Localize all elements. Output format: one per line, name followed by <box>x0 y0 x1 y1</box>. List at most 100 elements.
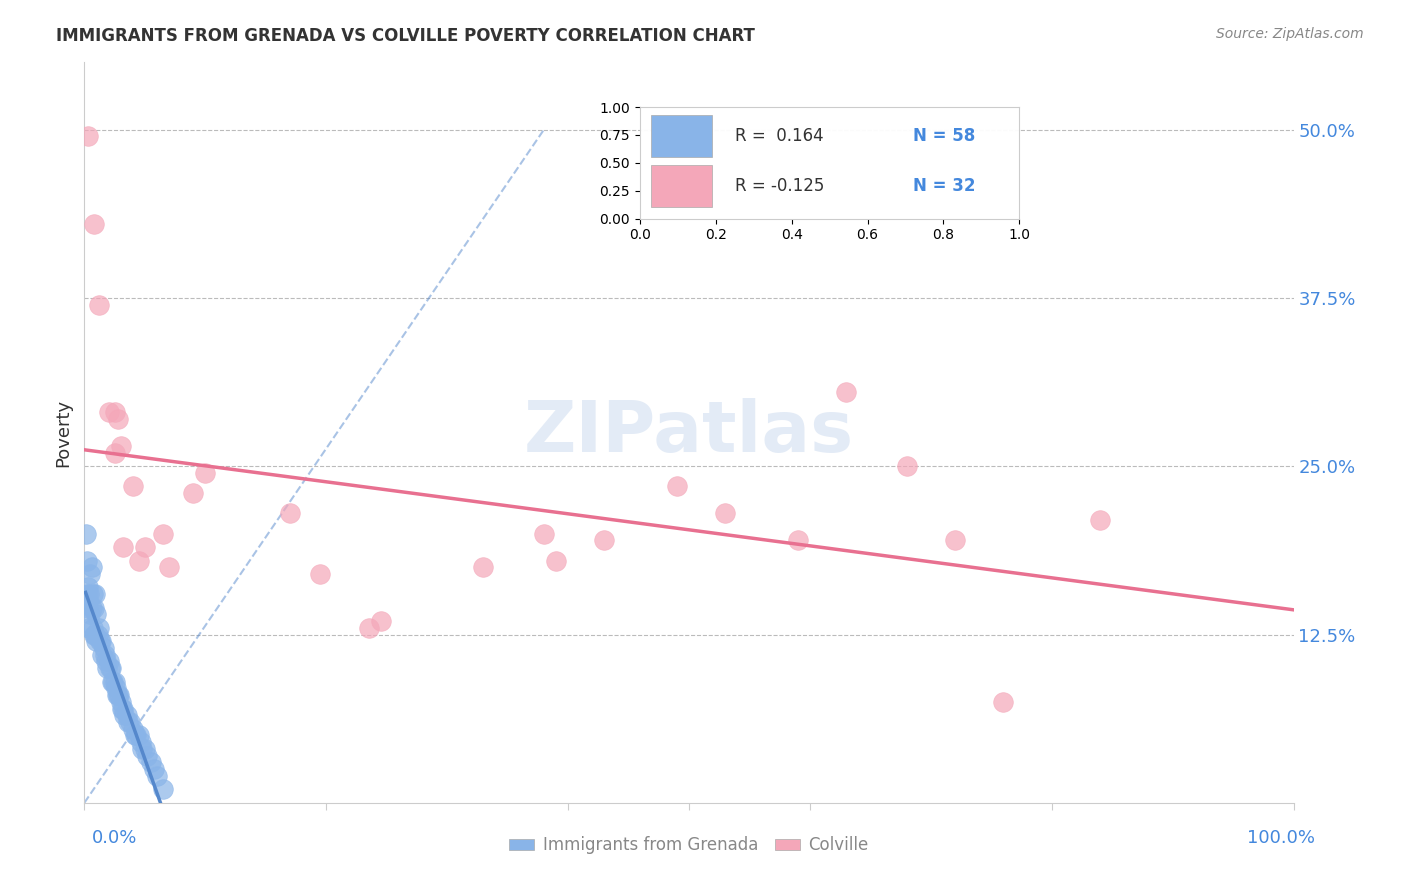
Point <box>309 566 332 581</box>
Point <box>93 640 115 655</box>
Point <box>136 748 159 763</box>
Point <box>115 708 138 723</box>
Point <box>143 762 166 776</box>
Point <box>194 466 217 480</box>
Point <box>107 412 129 426</box>
Legend: Immigrants from Grenada, Colville: Immigrants from Grenada, Colville <box>503 830 875 861</box>
Point <box>96 661 118 675</box>
Y-axis label: Poverty: Poverty <box>55 399 73 467</box>
Point <box>993 695 1015 709</box>
Text: 0.0%: 0.0% <box>91 829 136 847</box>
Point <box>76 587 98 601</box>
Point <box>1088 513 1111 527</box>
Text: IMMIGRANTS FROM GRENADA VS COLVILLE POVERTY CORRELATION CHART: IMMIGRANTS FROM GRENADA VS COLVILLE POVE… <box>56 27 755 45</box>
Point <box>134 540 156 554</box>
Point <box>278 507 301 521</box>
Point <box>357 621 380 635</box>
Point <box>80 600 103 615</box>
Point <box>533 526 555 541</box>
Point <box>370 614 392 628</box>
Point <box>472 560 495 574</box>
Point <box>121 722 143 736</box>
Point <box>86 607 108 622</box>
Point <box>83 217 105 231</box>
Text: N = 58: N = 58 <box>912 127 976 145</box>
Point <box>120 714 142 729</box>
Point <box>104 446 127 460</box>
Point <box>943 533 966 548</box>
Point <box>77 129 100 144</box>
Point <box>110 439 132 453</box>
Point <box>835 385 858 400</box>
Point <box>110 695 132 709</box>
Text: ZIPatlas: ZIPatlas <box>524 398 853 467</box>
Point <box>104 405 127 419</box>
Point <box>101 674 124 689</box>
Point <box>83 600 105 615</box>
Text: 100.0%: 100.0% <box>1247 829 1315 847</box>
Point <box>84 587 107 601</box>
Point <box>94 655 117 669</box>
Point <box>86 634 108 648</box>
Point <box>90 634 112 648</box>
Point <box>112 540 135 554</box>
Point <box>544 553 567 567</box>
Point <box>77 587 100 601</box>
Point <box>593 533 616 548</box>
Point <box>117 714 139 729</box>
Point <box>128 729 150 743</box>
Text: N = 32: N = 32 <box>912 178 976 195</box>
Point <box>82 621 104 635</box>
Point <box>87 298 110 312</box>
Point <box>157 560 180 574</box>
Point <box>146 769 169 783</box>
Point <box>77 621 100 635</box>
Point <box>105 688 128 702</box>
Point <box>111 701 134 715</box>
Point <box>89 634 111 648</box>
Point <box>77 594 100 608</box>
Point <box>152 526 174 541</box>
Point <box>94 648 117 662</box>
Text: R =  0.164: R = 0.164 <box>734 127 824 145</box>
Point <box>77 581 100 595</box>
Point <box>112 701 135 715</box>
Point <box>896 459 918 474</box>
Point <box>181 486 204 500</box>
Point <box>125 729 148 743</box>
Point <box>98 661 121 675</box>
Point <box>129 735 152 749</box>
Point <box>97 655 120 669</box>
Point <box>79 566 101 581</box>
Point <box>139 756 162 770</box>
Point <box>665 479 688 493</box>
Point <box>91 648 114 662</box>
Point <box>108 688 131 702</box>
Point <box>86 627 108 641</box>
Bar <box>651 115 711 157</box>
Point <box>80 560 103 574</box>
Point <box>107 688 129 702</box>
Point <box>75 526 97 541</box>
Bar <box>651 165 711 208</box>
Text: R = -0.125: R = -0.125 <box>734 178 824 195</box>
Point <box>103 674 125 689</box>
Point <box>124 729 146 743</box>
Point <box>104 674 127 689</box>
Point <box>79 607 101 622</box>
Point <box>97 405 120 419</box>
Point <box>82 587 104 601</box>
Point <box>100 661 122 675</box>
Point <box>121 479 143 493</box>
Point <box>83 627 105 641</box>
Point <box>87 621 110 635</box>
Point <box>131 742 153 756</box>
Point <box>134 742 156 756</box>
Point <box>786 533 808 548</box>
Point <box>714 507 737 521</box>
Text: Source: ZipAtlas.com: Source: ZipAtlas.com <box>1216 27 1364 41</box>
Point <box>77 600 100 615</box>
Point <box>104 681 127 696</box>
Point <box>76 553 98 567</box>
Point <box>84 627 107 641</box>
